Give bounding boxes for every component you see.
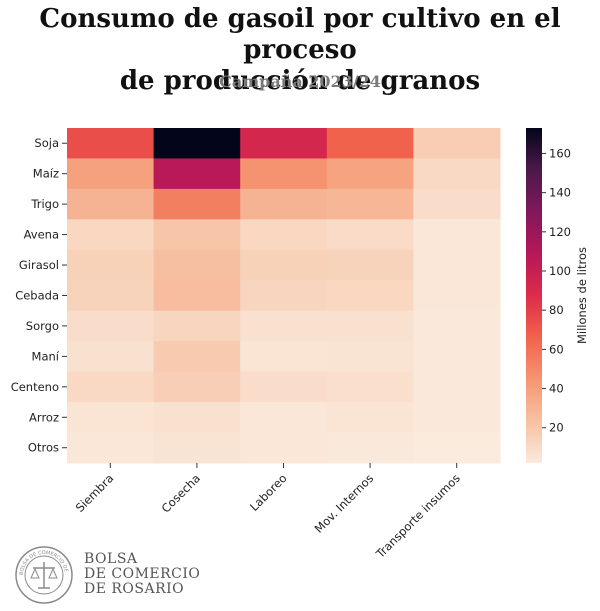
heatmap-cell-3-2 xyxy=(240,219,328,251)
heatmap-cell-4-0 xyxy=(67,249,155,281)
chart-title-line2: de producción de granos xyxy=(119,66,481,96)
heatmap-cell-3-4 xyxy=(413,219,501,251)
heatmap-cell-0-0 xyxy=(67,128,155,159)
heatmap-cell-0-4 xyxy=(413,128,501,159)
heatmap-cell-2-3 xyxy=(326,188,414,220)
heatmap-cells xyxy=(67,128,501,464)
heatmap-cell-9-2 xyxy=(240,402,328,433)
heatmap-cell-10-1 xyxy=(153,432,241,464)
colorbar-tick-label: 40 xyxy=(549,382,564,396)
heatmap-cell-2-0 xyxy=(67,188,155,220)
heatmap-cell-4-3 xyxy=(326,249,414,281)
heatmap-cell-9-1 xyxy=(153,402,241,433)
heatmap-cell-4-1 xyxy=(153,249,241,281)
row-label: Avena xyxy=(24,228,59,242)
row-label: Soja xyxy=(34,136,59,150)
heatmap-cell-5-4 xyxy=(413,280,501,312)
heatmap-cell-5-1 xyxy=(153,280,241,312)
logo-text: BOLSA DE COMERCIO DE ROSARIO xyxy=(84,552,200,597)
row-label: Maíz xyxy=(33,167,59,181)
heatmap-cell-1-2 xyxy=(240,158,328,190)
colorbar-tick-label: 120 xyxy=(549,225,571,239)
row-label: Otros xyxy=(28,441,59,455)
heatmap-cell-3-0 xyxy=(67,219,155,251)
colorbar: 20 40 60 80 100 120 140 160 Millones de litros xyxy=(526,128,589,463)
logo-line3: DE ROSARIO xyxy=(84,581,185,597)
row-label: Sorgo xyxy=(26,319,59,333)
row-labels: Soja Maíz Trigo Avena Girasol Cebada Sorgo Maní… xyxy=(11,136,67,455)
colorbar-tick-label: 80 xyxy=(549,303,564,317)
row-label: Cebada xyxy=(15,288,59,302)
heatmap-cell-5-3 xyxy=(326,280,414,312)
heatmap-cell-9-0 xyxy=(67,402,155,433)
heatmap-cell-4-2 xyxy=(240,249,328,281)
heatmap-cell-6-2 xyxy=(240,310,328,342)
heatmap-cell-4-4 xyxy=(413,249,501,281)
chart-title: Consumo de gasoil por cultivo en el proc… xyxy=(0,4,600,97)
colorbar-tick-label: 20 xyxy=(549,421,564,435)
heatmap-cell-10-0 xyxy=(67,432,155,464)
heatmap-cell-2-4 xyxy=(413,188,501,220)
seal-text: BOLSA DE COMERCIO DE ROSARIO xyxy=(12,540,69,575)
heatmap-cell-8-3 xyxy=(326,371,414,403)
column-label: Cosecha xyxy=(159,471,203,515)
heatmap-cell-10-4 xyxy=(413,432,501,464)
heatmap-cell-6-0 xyxy=(67,310,155,342)
logo-line1: BOLSA xyxy=(84,551,138,567)
heatmap-cell-9-3 xyxy=(326,402,414,433)
column-label: Transporte insumos xyxy=(373,471,463,561)
heatmap-cell-5-2 xyxy=(240,280,328,312)
chart-title-line1: Consumo de gasoil por cultivo en el proc… xyxy=(39,4,561,65)
heatmap-cell-8-1 xyxy=(153,371,241,403)
heatmap-cell-6-3 xyxy=(326,310,414,342)
heatmap-cell-10-3 xyxy=(326,432,414,464)
row-label: Centeno xyxy=(11,380,59,394)
heatmap-cell-7-4 xyxy=(413,341,501,373)
heatmap-cell-2-2 xyxy=(240,188,328,220)
heatmap-cell-3-1 xyxy=(153,219,241,251)
heatmap-cell-0-2 xyxy=(240,128,328,159)
heatmap-cell-3-3 xyxy=(326,219,414,251)
heatmap-cell-7-0 xyxy=(67,341,155,373)
heatmap-cell-2-1 xyxy=(153,188,241,220)
seal-icon: BOLSA DE COMERCIO DE ROSARIO xyxy=(12,540,73,604)
heatmap-cell-7-3 xyxy=(326,341,414,373)
heatmap-cell-0-1 xyxy=(153,128,241,159)
bcr-logo: BOLSA DE COMERCIO DE ROSARIO BOLSA DE CO… xyxy=(12,540,214,606)
row-label: Maní xyxy=(32,349,60,363)
heatmap-cell-5-0 xyxy=(67,280,155,312)
heatmap-cell-1-1 xyxy=(153,158,241,190)
svg-text:BOLSA DE COMERCIO DE ROSARIO: BOLSA DE COMERCIO DE ROSARIO xyxy=(14,544,69,575)
heatmap-cell-10-2 xyxy=(240,432,328,464)
heatmap-cell-8-0 xyxy=(67,371,155,403)
colorbar-tick-label: 160 xyxy=(549,146,571,160)
heatmap-cell-8-4 xyxy=(413,371,501,403)
logo-line2: DE COMERCIO xyxy=(84,566,201,582)
heatmap-cell-7-1 xyxy=(153,341,241,373)
heatmap-cell-7-2 xyxy=(240,341,328,373)
column-label: Mov. Internos xyxy=(312,471,377,536)
colorbar-tick-label: 100 xyxy=(549,264,571,278)
column-label: Laboreo xyxy=(247,471,290,514)
heatmap-cell-1-4 xyxy=(413,158,501,190)
colorbar-label: Millones de litros xyxy=(575,247,589,344)
colorbar-gradient xyxy=(526,128,542,463)
row-label: Girasol xyxy=(19,258,59,272)
heatmap-cell-6-4 xyxy=(413,310,501,342)
row-label: Arroz xyxy=(29,410,59,424)
row-label: Trigo xyxy=(30,197,59,211)
colorbar-tick-label: 60 xyxy=(549,342,564,356)
heatmap-cell-9-4 xyxy=(413,402,501,433)
heatmap-cell-6-1 xyxy=(153,310,241,342)
chart-subtitle: Campaña 2023/24 xyxy=(219,72,381,91)
column-label: Siembra xyxy=(73,471,117,515)
heatmap-cell-0-3 xyxy=(326,128,414,159)
colorbar-tick-label: 140 xyxy=(549,186,571,200)
heatmap-cell-8-2 xyxy=(240,371,328,403)
heatmap-cell-1-3 xyxy=(326,158,414,190)
heatmap-cell-1-0 xyxy=(67,158,155,190)
